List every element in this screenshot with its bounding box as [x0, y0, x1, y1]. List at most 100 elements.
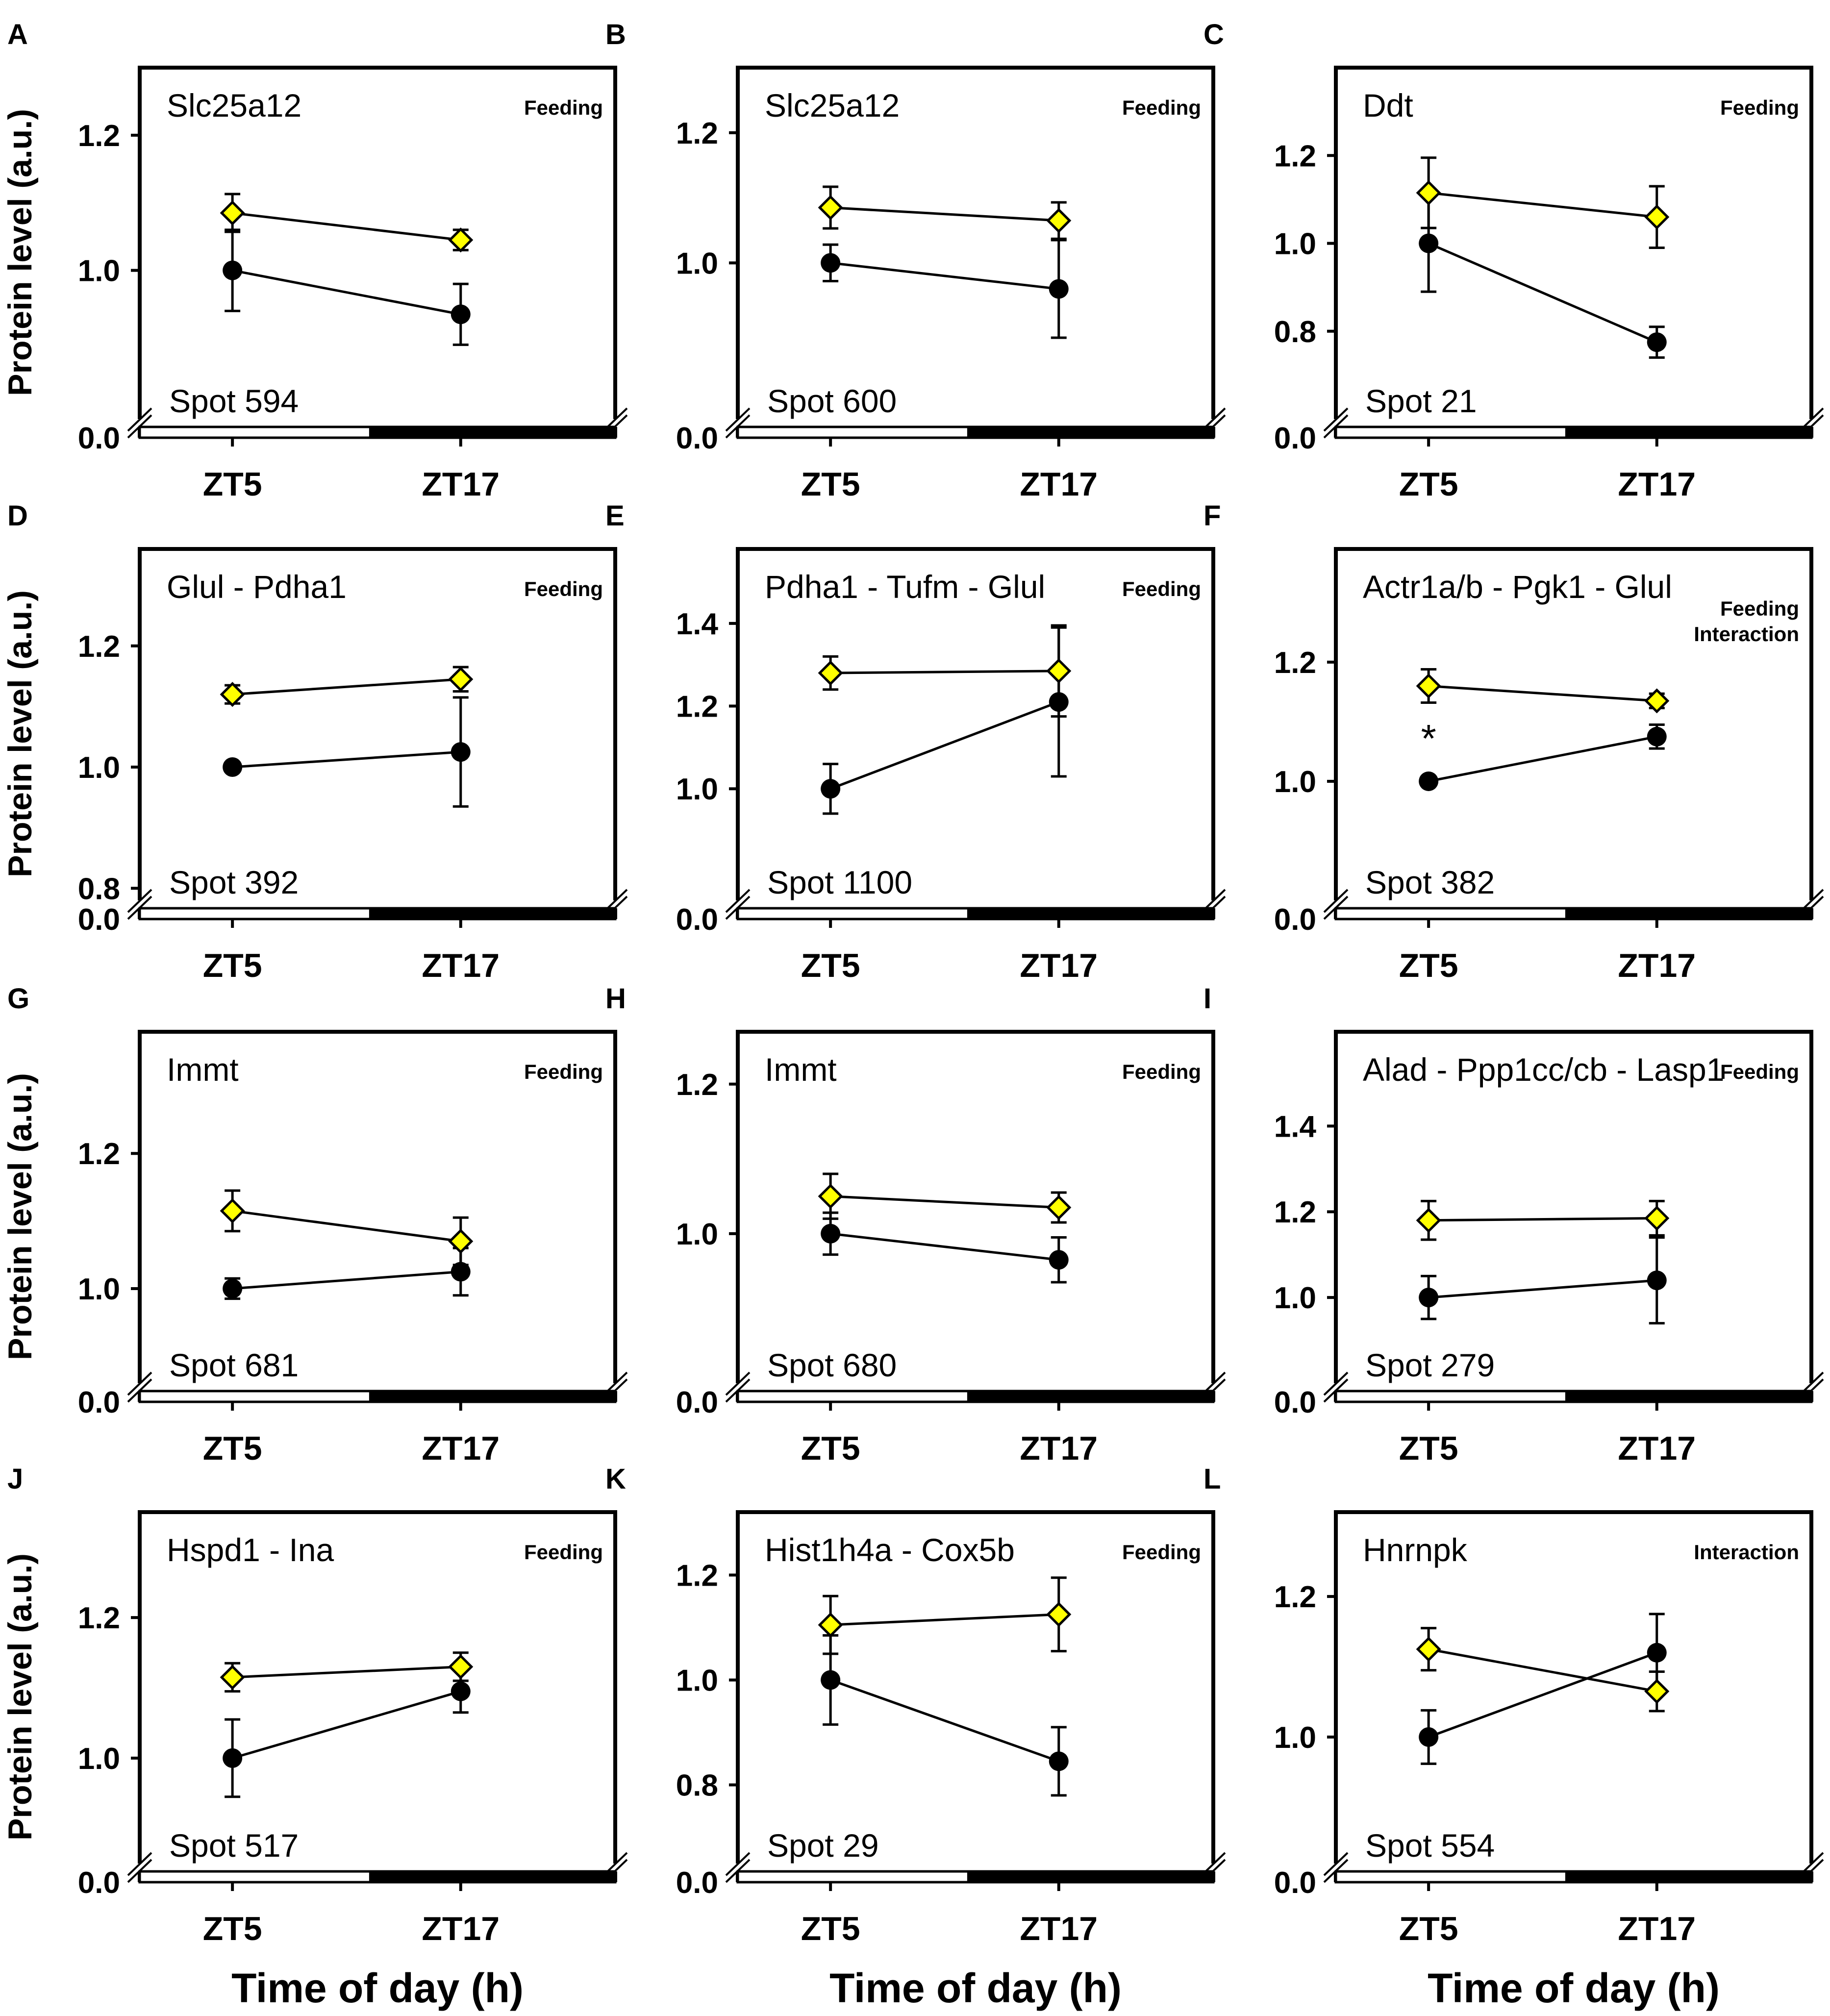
effect-label: Feeding: [1122, 577, 1201, 600]
data-point-diamond: [1416, 673, 1441, 699]
y-tick-label: 1.0: [1274, 1281, 1316, 1315]
light-phase-bar: [1334, 425, 1568, 439]
x-tick-label: ZT17: [1020, 947, 1098, 984]
x-tick-label: ZT17: [1020, 466, 1098, 503]
data-point-diamond: [1046, 1602, 1072, 1627]
y-tick-label-zero: 0.0: [78, 903, 120, 937]
data-point-circle: [451, 1262, 471, 1282]
effect-label: Feeding: [524, 1060, 603, 1083]
data-point-diamond: [220, 1198, 245, 1223]
series-line-diamond: [830, 670, 1059, 674]
effect-label: Feeding: [524, 1541, 603, 1564]
data-point-diamond: [448, 667, 474, 692]
data-point-diamond: [1644, 1205, 1670, 1231]
panel-letter: L: [1203, 1463, 1221, 1495]
dark-phase-bar: [967, 907, 1215, 921]
effect-label: Feeding: [1720, 96, 1799, 119]
data-point-diamond: [818, 660, 843, 686]
data-point-circle: [1647, 332, 1667, 352]
spot-label: Spot 279: [1365, 1347, 1495, 1383]
y-tick-label: 1.2: [1274, 1195, 1316, 1229]
data-point-diamond: [220, 1665, 245, 1690]
y-tick-label: 1.0: [676, 1218, 718, 1251]
data-point-circle: [1647, 1643, 1667, 1663]
y-tick-label: 1.0: [78, 254, 120, 288]
y-tick-label: 1.0: [1274, 1721, 1316, 1755]
x-tick-label: ZT5: [203, 1430, 262, 1467]
panel-J: J 1.0 1.2 0.0 ZT5 ZT17 Hspd1 - Ina Feeding Spot …: [7, 1463, 628, 1947]
light-phase-bar: [138, 907, 372, 921]
panel-B: B 1.0 1.2 0.0 ZT5 ZT17 Slc25a12 Feeding Spot 600: [605, 19, 1226, 503]
light-phase-bar: [1334, 1870, 1568, 1884]
gene-title: Ddt: [1363, 87, 1413, 124]
y-tick-label: 1.4: [1274, 1110, 1317, 1144]
data-point-diamond: [1644, 688, 1670, 714]
gene-title: Immt: [167, 1051, 239, 1088]
y-tick-label: 1.0: [1274, 227, 1316, 261]
x-tick-label: ZT5: [203, 1910, 262, 1947]
y-tick-label: 1.2: [78, 1137, 120, 1171]
light-phase-bar: [736, 907, 970, 921]
panel-A: A 1.0 1.2 0.0 ZT5 ZT17 Slc25a12 Feeding Spot 594: [7, 19, 628, 503]
series-line-circle: [1428, 242, 1657, 344]
plot-frame: [138, 547, 617, 900]
data-point-diamond: [1416, 1637, 1441, 1662]
spot-label: Spot 517: [169, 1827, 299, 1864]
light-phase-bar: [1334, 1390, 1568, 1403]
spot-label: Spot 680: [767, 1347, 897, 1383]
x-tick-label: ZT17: [1618, 947, 1696, 984]
y-tick-label: 1.2: [1274, 646, 1316, 680]
x-axis-label: Time of day (h): [1428, 1965, 1720, 2011]
x-tick-label: ZT17: [422, 1910, 500, 1947]
series-line-diamond: [232, 1665, 461, 1679]
data-point-diamond: [448, 1228, 474, 1254]
series-line-circle: [830, 261, 1059, 290]
plot-frame: [736, 1030, 1215, 1383]
light-phase-bar: [138, 425, 372, 439]
panel-letter: H: [605, 983, 626, 1015]
dark-phase-bar: [369, 1870, 617, 1884]
plot-frame: [138, 66, 617, 419]
y-tick-label: 1.2: [676, 1068, 718, 1102]
y-tick-label-zero: 0.0: [78, 1386, 120, 1419]
data-point-diamond: [818, 195, 843, 221]
data-point-diamond: [1046, 658, 1072, 684]
x-axis-label: Time of day (h): [829, 1965, 1122, 2011]
y-tick-label-zero: 0.0: [676, 1386, 718, 1419]
y-axis-label: Protein level (a.u.): [1, 1553, 39, 1841]
y-tick-label: 1.0: [78, 1272, 120, 1306]
x-tick-label: ZT5: [801, 1910, 860, 1947]
data-point-circle: [821, 779, 841, 799]
data-point-circle: [1049, 1250, 1069, 1270]
dark-phase-bar: [967, 425, 1215, 439]
series-line-diamond: [1428, 685, 1657, 702]
gene-title: Slc25a12: [765, 87, 900, 124]
gene-title: Hnrnpk: [1363, 1532, 1468, 1568]
dark-phase-bar: [1565, 907, 1813, 921]
data-point-diamond: [1644, 204, 1670, 230]
x-tick-label: ZT17: [1618, 1430, 1696, 1467]
effect-label: Feeding: [1122, 1060, 1201, 1083]
panel-D: D 0.8 1.0 1.2 0.0 ZT5 ZT17 Glul - Pdha1 Feeding S…: [7, 500, 628, 984]
y-tick-label-zero: 0.0: [78, 1866, 120, 1900]
significance-star: *: [1421, 717, 1436, 760]
light-phase-bar: [138, 1390, 372, 1403]
panel-L: L 1.0 1.2 0.0 ZT5 ZT17 Hnrnpk Interaction Spot 5…: [1203, 1463, 1824, 1947]
y-tick-label: 1.2: [676, 117, 718, 150]
data-point-diamond: [1416, 1208, 1441, 1233]
data-point-circle: [1419, 1288, 1439, 1308]
data-point-diamond: [818, 1184, 843, 1209]
y-tick-label-zero: 0.0: [676, 422, 718, 455]
data-point-diamond: [818, 1612, 843, 1638]
dark-phase-bar: [967, 1870, 1215, 1884]
spot-label: Spot 1100: [767, 864, 912, 900]
dark-phase-bar: [369, 907, 617, 921]
x-tick-label: ZT5: [801, 947, 860, 984]
panel-F: F 1.0 1.2 0.0 ZT5 ZT17 Actr1a/b - Pgk1 - Glul F…: [1203, 500, 1824, 984]
data-point-circle: [1419, 1727, 1439, 1747]
panel-letter: A: [7, 19, 28, 50]
data-point-circle: [1647, 1270, 1667, 1291]
y-tick-label: 0.8: [676, 1768, 718, 1802]
gene-title: Hist1h4a - Cox5b: [765, 1532, 1015, 1568]
